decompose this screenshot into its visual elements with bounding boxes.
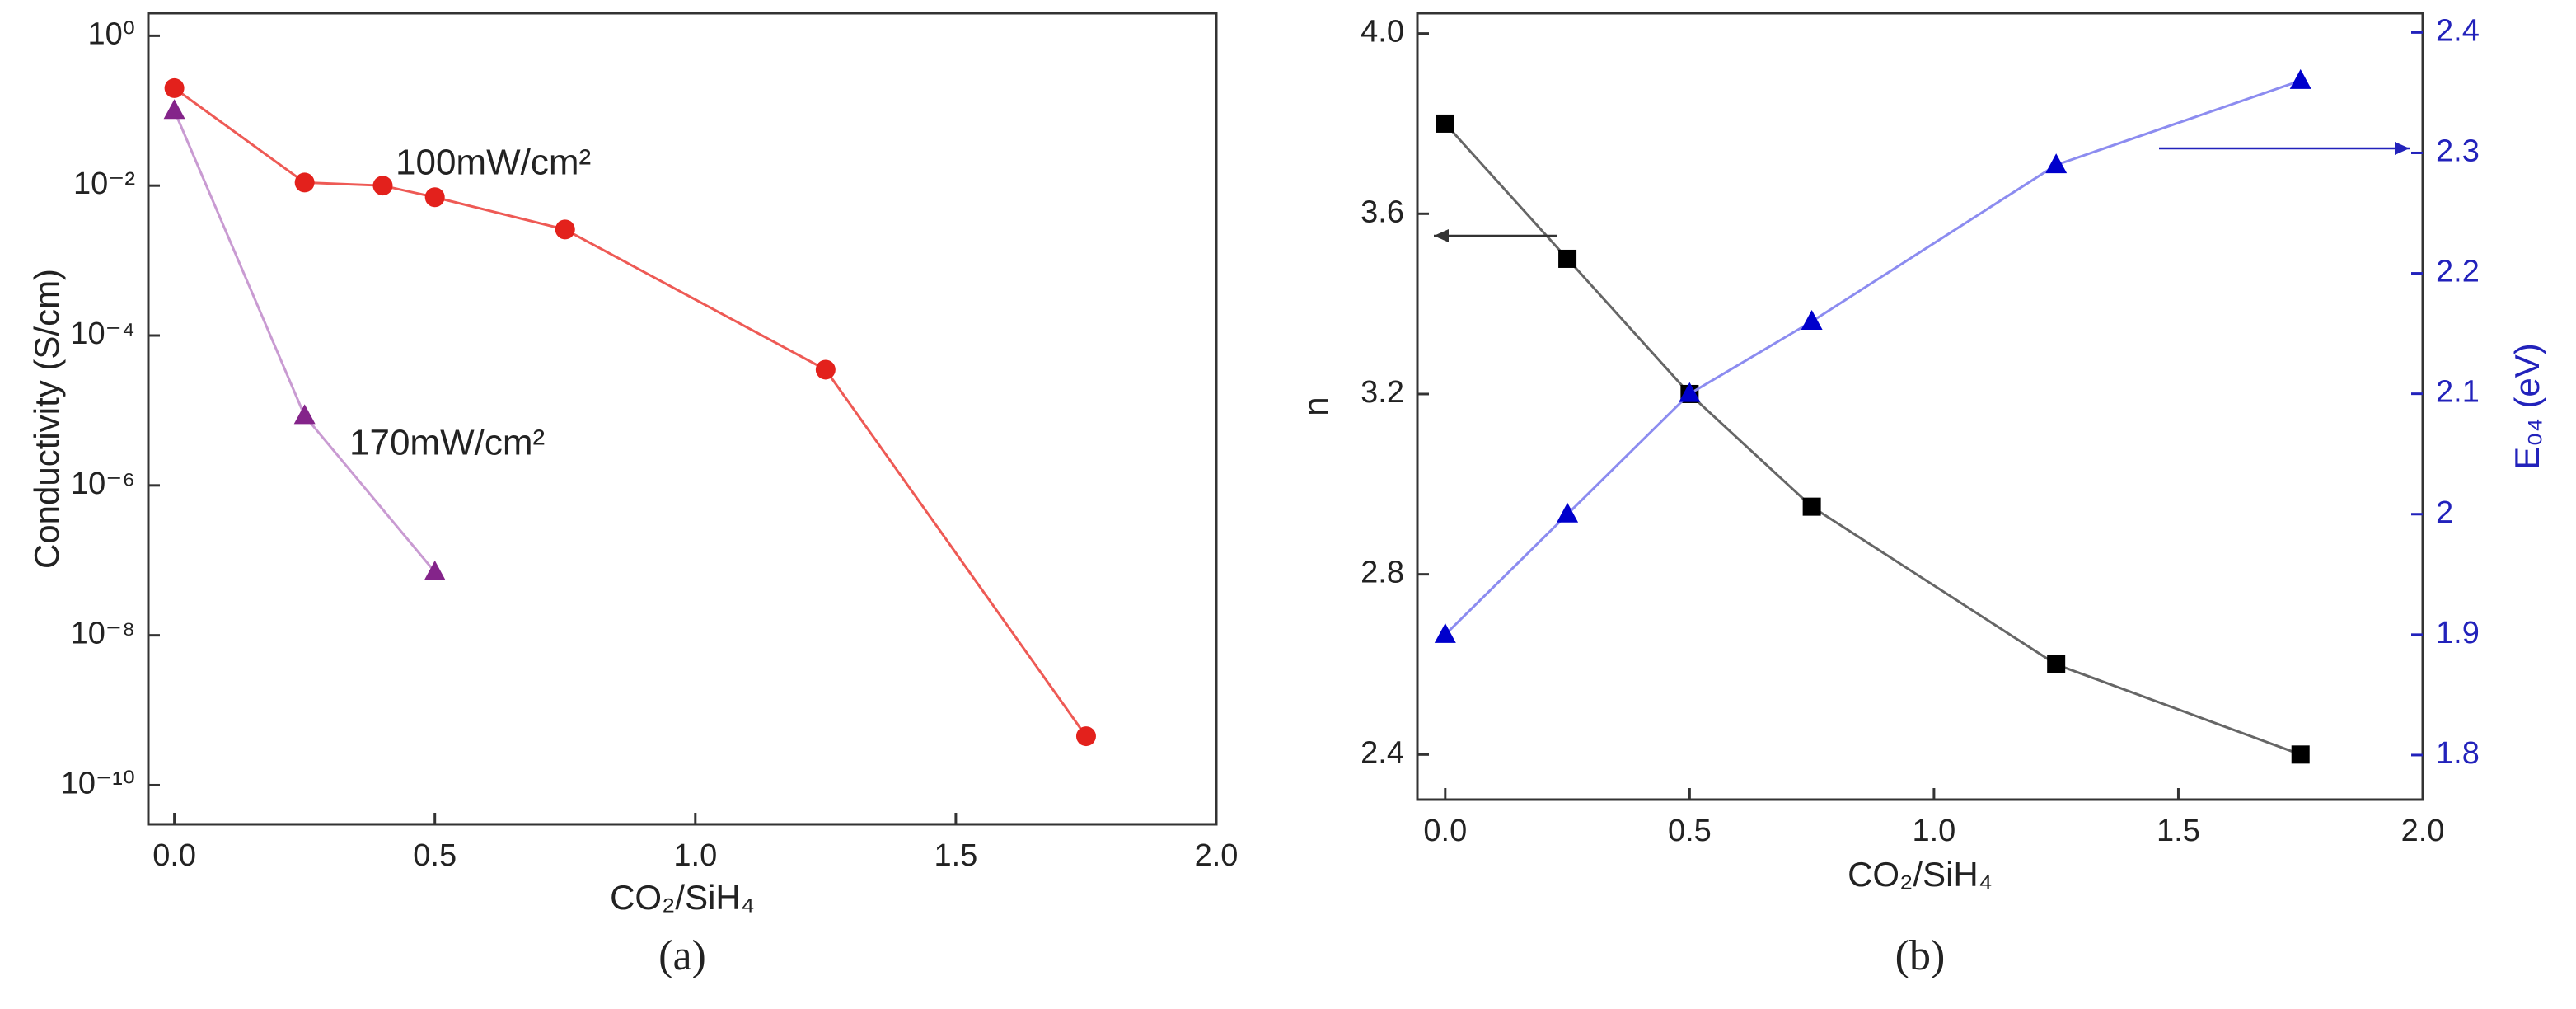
y-tick-label: 2.4 (1361, 735, 1404, 770)
y2-tick-label: 2.4 (2436, 13, 2480, 48)
x-tick-label: 0.5 (1668, 814, 1712, 848)
point (1679, 382, 1701, 402)
y2-tick-label: 2.1 (2436, 375, 2480, 410)
y-tick-label: 10⁻¹⁰ (61, 766, 135, 800)
point (163, 99, 185, 120)
point (1436, 114, 1454, 133)
point (1558, 249, 1577, 268)
point (1802, 497, 1821, 516)
series-annotation: 100mW/cm² (396, 143, 591, 183)
y-tick-label: 10⁻² (73, 167, 135, 201)
y-tick-label: 10⁻⁶ (71, 467, 135, 501)
point (815, 359, 836, 380)
x-tick-label: 1.0 (673, 838, 717, 873)
point (2047, 655, 2066, 673)
arrow-head (1434, 229, 1449, 242)
point (555, 219, 575, 240)
y-tick-label: 3.6 (1361, 195, 1404, 229)
point (293, 404, 316, 425)
y-axis-label: n (1296, 397, 1335, 415)
x-tick-label: 2.0 (2401, 814, 2445, 848)
point (424, 187, 445, 208)
point (1557, 502, 1579, 523)
y2-tick-label: 2 (2436, 495, 2453, 530)
point (1075, 726, 1096, 747)
y-tick-label: 4.0 (1361, 15, 1404, 49)
point (164, 77, 185, 98)
series-annotation: 170mW/cm² (349, 423, 545, 463)
y2-tick-label: 1.8 (2436, 736, 2480, 771)
point (372, 176, 393, 196)
point (2045, 153, 2068, 174)
y2-tick-label: 1.9 (2436, 616, 2480, 650)
y-tick-label: 10⁻⁴ (70, 317, 135, 351)
point (294, 172, 315, 193)
point (1434, 622, 1456, 643)
y-tick-label: 2.8 (1361, 556, 1404, 590)
x-tick-label: 2.0 (1195, 838, 1239, 873)
x-axis-label: CO₂/SiH₄ (1848, 855, 1993, 894)
series-line (1444, 79, 2302, 636)
point (1801, 310, 1823, 331)
x-tick-label: 1.5 (934, 838, 977, 873)
y2-tick-label: 2.3 (2436, 134, 2480, 169)
y2-axis-label: E₀₄ (eV) (2508, 343, 2546, 470)
series-line (1444, 122, 2302, 756)
x-tick-label: 0.0 (152, 838, 196, 873)
point (2289, 68, 2311, 89)
x-tick-label: 0.0 (1423, 814, 1467, 848)
y-axis-label: Conductivity (S/cm) (27, 269, 66, 569)
panel-label: (b) (1895, 932, 1946, 979)
point (424, 560, 446, 580)
x-tick-label: 1.0 (1912, 814, 1955, 848)
panel-label: (a) (658, 932, 706, 979)
x-axis-label: CO₂/SiH₄ (610, 878, 755, 917)
y2-tick-label: 2.2 (2436, 255, 2480, 289)
y-tick-label: 10⁻⁸ (71, 617, 135, 651)
x-tick-label: 1.5 (2157, 814, 2200, 848)
plot-frame (1416, 12, 2424, 801)
x-tick-label: 0.5 (413, 838, 457, 873)
arrow-head (2395, 142, 2410, 155)
y-tick-label: 10⁰ (87, 16, 135, 51)
y-tick-label: 3.2 (1361, 375, 1404, 410)
plot-frame (147, 12, 1218, 826)
point (2291, 745, 2310, 764)
